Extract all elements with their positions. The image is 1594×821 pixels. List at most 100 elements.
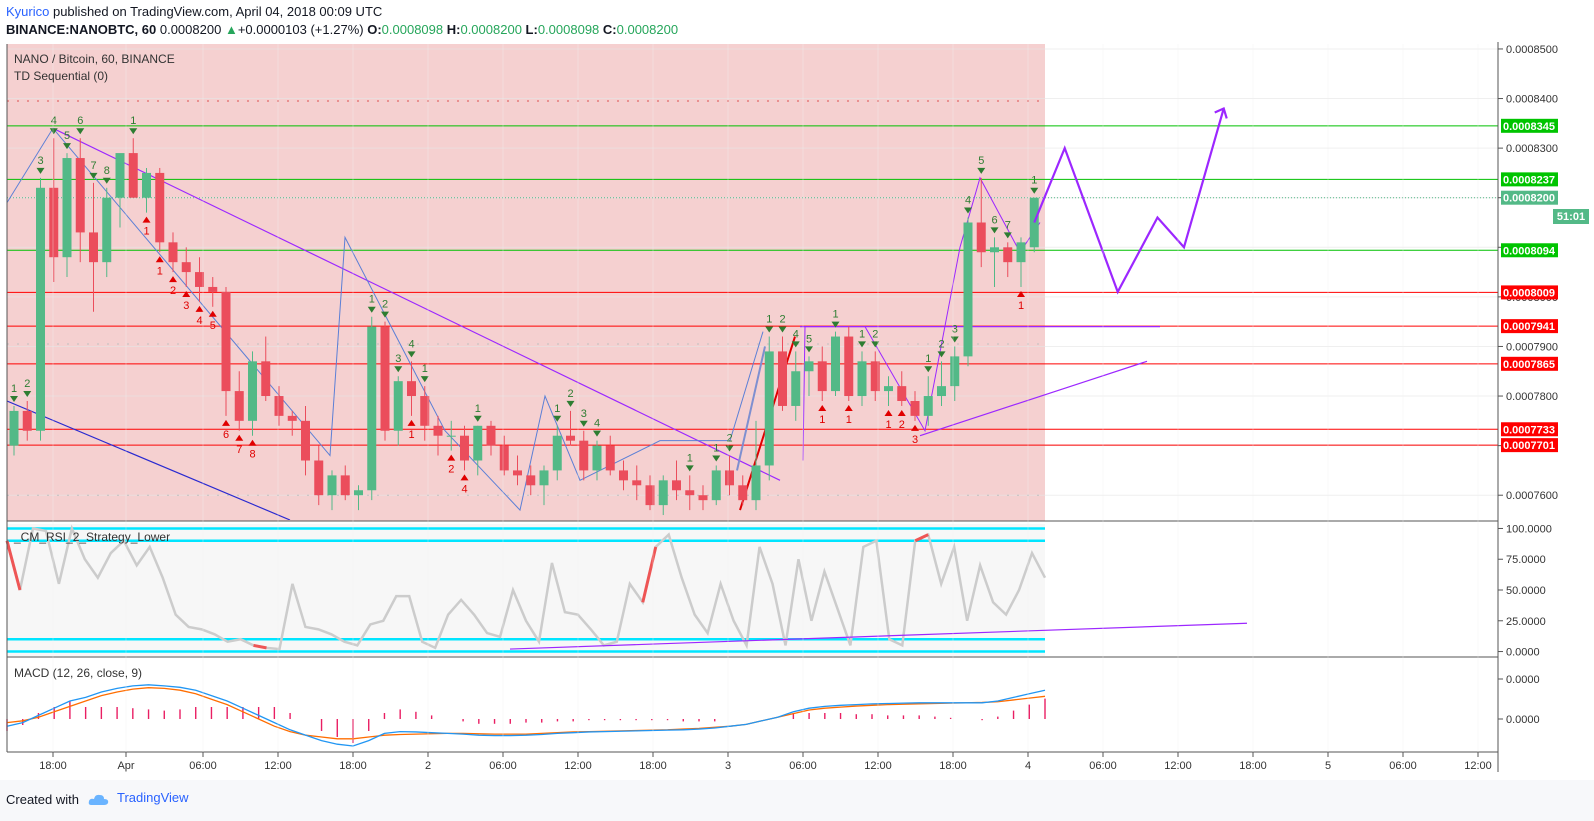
candle-body (619, 470, 628, 481)
td-sell-count: 2 (938, 338, 944, 350)
rsi-title: _CM_RSI_2_Strategy_Lower (13, 530, 170, 544)
candle-body (976, 222, 986, 253)
level-price-label: 0.0007941 (1503, 321, 1555, 333)
td-buy-count: 4 (461, 483, 467, 495)
time-tick-label: 12:00 (564, 760, 592, 772)
candle-body (354, 490, 363, 496)
level-price-badge (1501, 243, 1558, 258)
td-buy-count: 1 (846, 414, 852, 426)
author-link[interactable]: Kyurico (6, 4, 50, 19)
candle-body (128, 153, 138, 198)
td-sell-arrow (1003, 232, 1012, 239)
candle-body (49, 187, 59, 258)
rsi-line (5, 524, 1047, 651)
td-sell-arrow (712, 455, 721, 462)
price-tick-label: 0.0007600 (1506, 490, 1558, 502)
td-sell-count: 2 (779, 314, 785, 326)
td-buy-arrow (844, 405, 853, 411)
candle-body (142, 172, 151, 198)
time-tick-label: 2 (425, 760, 431, 772)
candle-body (407, 381, 416, 397)
rsi-signal-segment (253, 643, 267, 650)
candle-body (195, 272, 204, 287)
td-sell-count: 4 (594, 418, 600, 430)
td-buy-count: 1 (157, 265, 163, 277)
td-sell-count: 6 (991, 214, 997, 226)
candle-body (274, 396, 284, 416)
low-value: 0.0008098 (537, 22, 600, 37)
high-value: 0.0008200 (460, 22, 522, 37)
level-price-badge (1501, 118, 1558, 133)
candle-body (486, 425, 496, 446)
candle-body (1016, 242, 1026, 263)
price-tick-label: 0.0008500 (1506, 44, 1558, 56)
open-label: O: (367, 22, 382, 37)
level-price-badge (1501, 438, 1558, 453)
td-sell-arrow (49, 128, 58, 135)
td-buy-count: 4 (196, 315, 202, 327)
macd-pane: 0.0000 0.0000 (6, 674, 1540, 747)
time-tick-label: 18:00 (339, 760, 367, 772)
chart-header: Kyurico published on TradingView.com, Ap… (0, 0, 1594, 42)
candle-body (844, 336, 854, 397)
candle-body (314, 460, 324, 496)
candle-body (208, 286, 218, 292)
candle-body (672, 480, 681, 491)
candle-body (36, 187, 45, 431)
td-buy-count: 1 (885, 419, 891, 431)
td-sell-arrow (76, 128, 85, 135)
level-price-label: 0.0007865 (1503, 359, 1555, 371)
td-sell-arrow (10, 395, 18, 402)
candle-body (963, 222, 973, 357)
td-sell-count: 5 (806, 333, 812, 345)
level-price-badge (1501, 319, 1558, 334)
candle-body (539, 470, 549, 486)
change-up-icon: ▲ (224, 22, 238, 37)
macd-line (6, 684, 1046, 747)
candle-body (102, 197, 112, 263)
td-sell-count: 3 (37, 155, 43, 167)
candle-body (870, 361, 880, 392)
td-sell-arrow (805, 346, 813, 353)
indicator-title: TD Sequential (0) (14, 69, 108, 83)
main-pane-title: NANO / Bitcoin, 60, BINANCE (14, 52, 175, 66)
td-sell-arrow (394, 366, 403, 373)
level-price-label: 0.0007733 (1503, 424, 1555, 436)
td-sell-count: 1 (130, 115, 136, 127)
td-buy-count: 1 (143, 226, 149, 238)
candle-body (884, 386, 893, 392)
level-price-badge (1501, 172, 1558, 187)
time-tick-label: 06:00 (489, 760, 517, 772)
level-price-label: 0.0008009 (1503, 287, 1555, 299)
td-buy-count: 1 (819, 414, 825, 426)
candle-body (831, 336, 840, 392)
candle-body (340, 475, 350, 496)
level-price-label: 0.0008237 (1503, 174, 1555, 186)
candle-body (698, 495, 708, 501)
candle-body (75, 158, 85, 233)
rsi-background (7, 524, 1045, 656)
td-sell-arrow (566, 400, 575, 407)
td-buy-arrow (460, 474, 469, 481)
td-buy-arrow (235, 434, 244, 441)
td-sell-arrow (831, 321, 840, 328)
td-buy-arrow (911, 424, 919, 431)
level-price-badge (1501, 285, 1558, 300)
time-tick-label: 06:00 (1389, 760, 1417, 772)
candle-body (751, 465, 761, 501)
candle-body (605, 445, 615, 471)
macd-tick-label: 0.0000 (1506, 714, 1540, 726)
td-buy-count: 1 (1018, 300, 1024, 312)
td-sell-arrow (924, 366, 933, 373)
td-sell-count: 7 (90, 160, 96, 172)
candle-body (897, 386, 907, 401)
footer-brand-link[interactable]: TradingView (117, 790, 189, 805)
td-buy-arrow (407, 419, 416, 426)
rsi-tick-label: 0.0000 (1506, 647, 1540, 659)
time-tick-label: 12:00 (864, 760, 892, 772)
td-sell-arrow (473, 415, 482, 422)
candle-body (22, 410, 32, 431)
candle-body (950, 356, 960, 387)
